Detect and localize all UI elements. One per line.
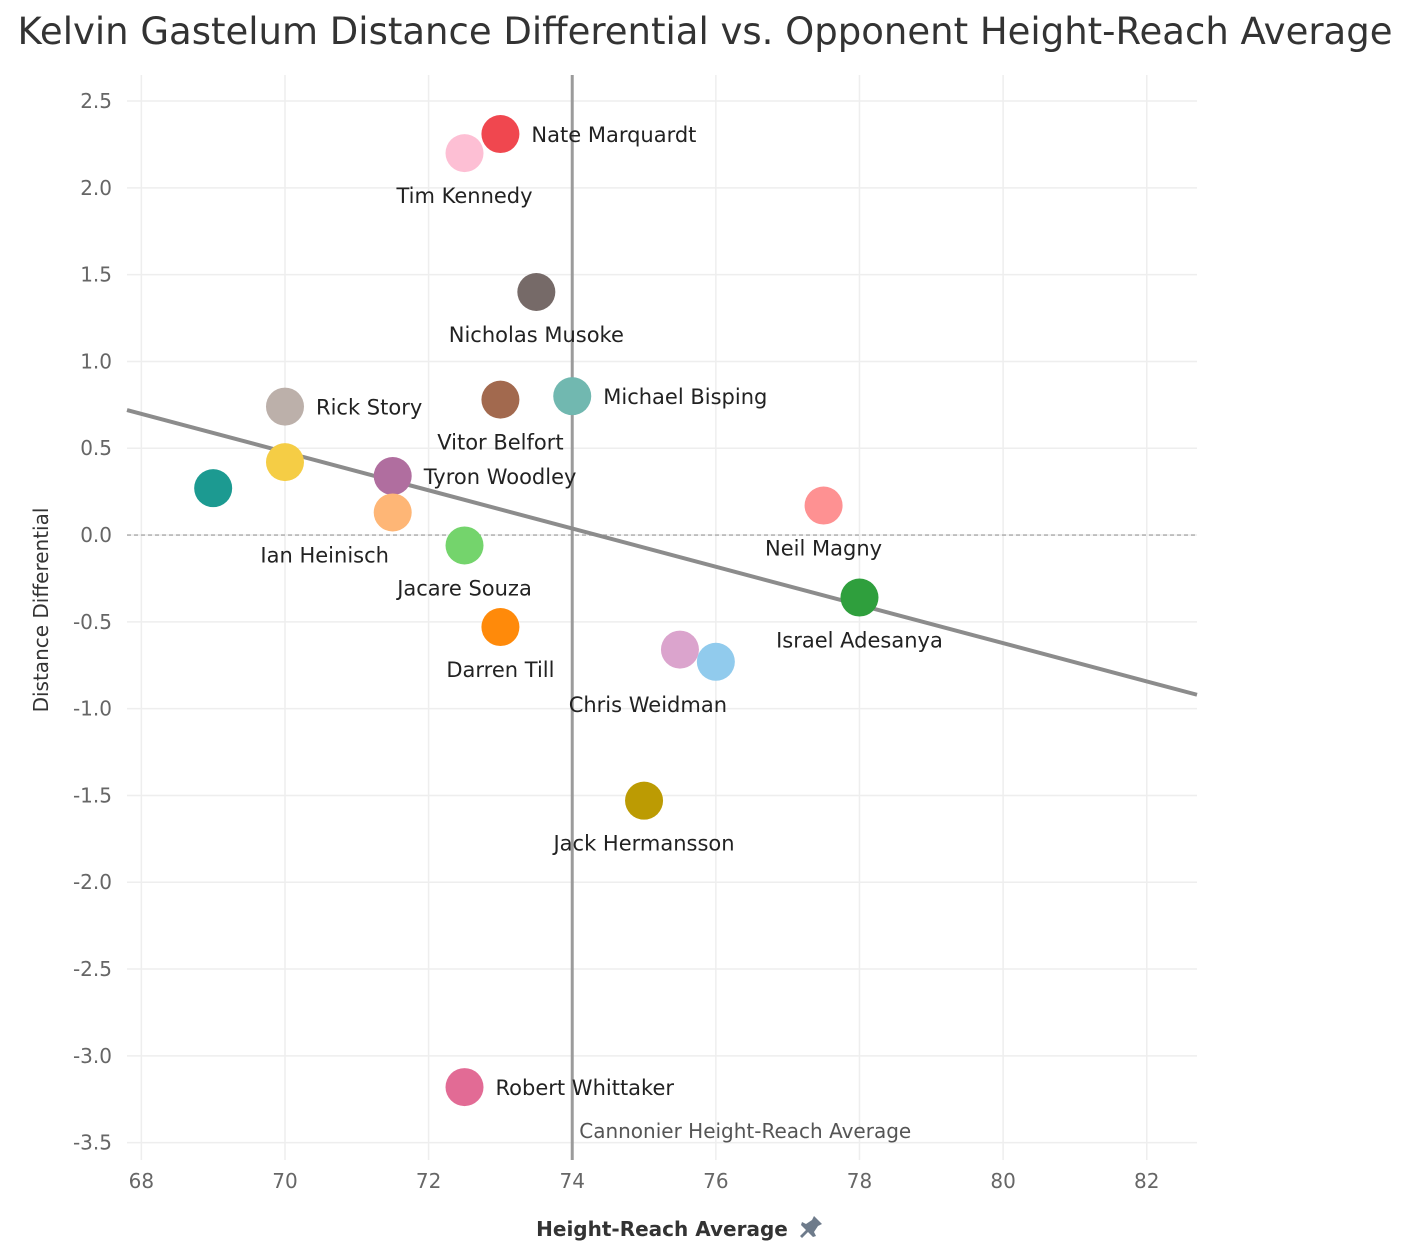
x-tick-label: 68	[129, 1169, 154, 1193]
point-label: Chris Weidman	[569, 693, 727, 717]
point-label: Robert Whittaker	[496, 1076, 675, 1100]
y-axis-label: Distance Differential	[29, 508, 53, 713]
data-point	[481, 380, 520, 419]
x-tick-label: 76	[703, 1169, 728, 1193]
point-label: Darren Till	[446, 658, 554, 682]
point-label: Jack Hermansson	[551, 832, 734, 856]
data-point	[696, 642, 735, 681]
reference-line-label: Cannonier Height-Reach Average	[579, 1119, 911, 1143]
grid-lines	[127, 75, 1197, 1160]
data-point	[445, 134, 484, 173]
x-tick-label: 72	[416, 1169, 441, 1193]
point-label: Tim Kennedy	[395, 184, 532, 208]
x-axis-ticks: 68 70 72 74 76 78 80 82	[129, 1169, 1160, 1193]
point-label: Jacare Souza	[395, 576, 532, 600]
y-tick-label: -0.5	[73, 610, 112, 634]
x-tick-label: 80	[990, 1169, 1015, 1193]
x-tick-label: 70	[272, 1169, 297, 1193]
y-tick-label: 2.5	[80, 89, 112, 113]
data-point	[481, 608, 520, 647]
data-point	[481, 115, 520, 154]
point-label: Vitor Belfort	[437, 431, 563, 455]
data-point	[625, 781, 664, 820]
data-point	[194, 469, 233, 508]
point-label: Israel Adesanya	[776, 629, 943, 653]
y-tick-label: -1.5	[73, 783, 112, 807]
point-label: Neil Magny	[765, 537, 882, 561]
y-tick-label: 1.0	[80, 349, 112, 373]
data-point	[265, 443, 304, 482]
y-tick-label: -2.5	[73, 957, 112, 981]
point-label: Nicholas Musoke	[449, 323, 624, 347]
data-point	[840, 578, 879, 617]
x-tick-label: 74	[560, 1169, 585, 1193]
y-tick-label: 0.0	[80, 523, 112, 547]
point-label: Michael Bisping	[603, 385, 767, 409]
y-tick-label: 0.5	[80, 436, 112, 460]
y-tick-label: -2.0	[73, 870, 112, 894]
x-axis-label: Height-Reach Average	[536, 1217, 788, 1241]
point-label: Tyron Woodley	[423, 465, 577, 489]
data-point	[445, 526, 484, 565]
data-point	[660, 630, 699, 669]
point-label: Nate Marquardt	[531, 123, 696, 147]
data-point	[373, 493, 412, 532]
data-point	[553, 377, 592, 416]
data-point	[373, 457, 412, 496]
reference-lines	[126, 75, 1198, 1160]
data-point	[517, 273, 556, 311]
point-label: Rick Story	[316, 396, 422, 420]
x-tick-label: 82	[1134, 1169, 1159, 1193]
data-point	[804, 486, 843, 525]
pin-icon[interactable]	[800, 1216, 822, 1238]
y-tick-label: 1.5	[80, 263, 112, 287]
trend-line	[126, 408, 1198, 697]
data-point	[445, 1068, 484, 1107]
chart-title: Kelvin Gastelum Distance Differential vs…	[17, 10, 1393, 53]
y-tick-label: -3.0	[73, 1044, 112, 1068]
x-tick-label: 78	[847, 1169, 872, 1193]
point-label: Ian Heinisch	[260, 543, 389, 567]
y-tick-label: -1.0	[73, 697, 112, 721]
y-tick-label: 2.0	[80, 176, 112, 200]
data-point	[265, 387, 304, 426]
y-tick-label: -3.5	[73, 1131, 112, 1155]
point-labels: Nate Marquardt Tim Kennedy Nicholas Musoke…	[260, 123, 942, 1100]
y-axis-ticks: 2.5 2.0 1.5 1.0 0.5 0.0 -0.5 -1.0 -1.5 -2.0 -2.5 -3…	[73, 89, 112, 1155]
data-points	[194, 115, 879, 1107]
